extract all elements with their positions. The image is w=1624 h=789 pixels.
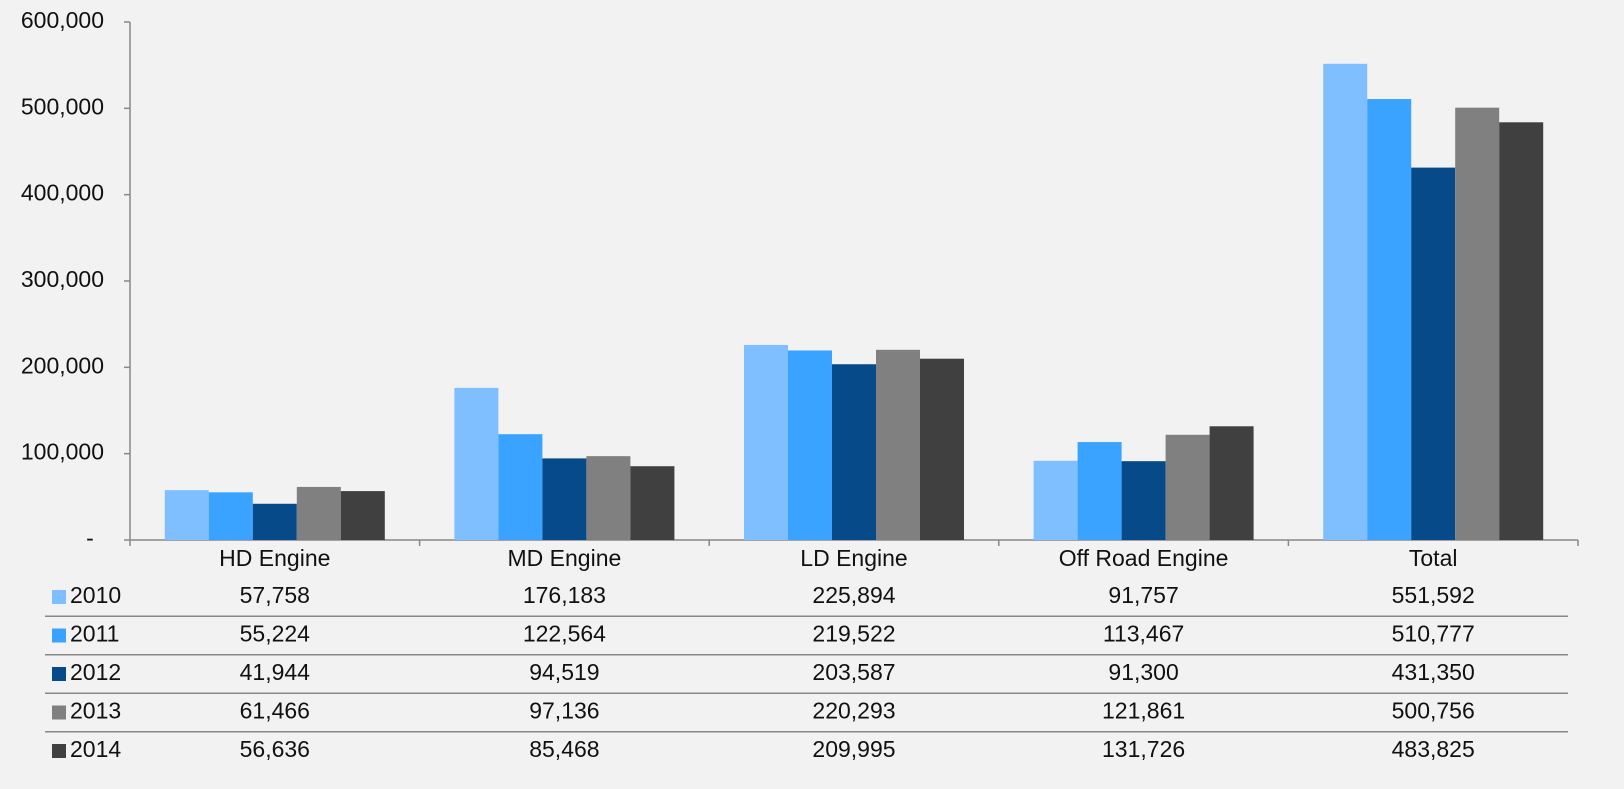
x-tick-label: LD Engine [800,545,907,571]
table-value: 551,592 [1392,582,1475,608]
table-value: 220,293 [812,698,895,724]
table-value: 113,467 [1103,621,1184,647]
table-value: 219,522 [812,621,895,647]
legend-label: 2011 [70,621,119,647]
bar [630,466,675,540]
y-tick-label: 500,000 [21,93,104,119]
bar [340,491,385,540]
table-value: 176,183 [523,582,606,608]
table-value: 41,944 [240,659,311,685]
table-value: 57,758 [240,582,310,608]
legend-label: 2013 [70,698,121,724]
y-tick-label: 400,000 [21,180,104,206]
bar [208,492,253,540]
legend-swatch [52,744,66,758]
table-value: 209,995 [812,736,895,762]
table-value: 500,756 [1392,698,1475,724]
x-tick-label: HD Engine [219,545,330,571]
bar [876,349,920,540]
table-value: 97,136 [529,698,599,724]
table-value: 510,777 [1392,621,1475,647]
bar [744,344,788,540]
bar [1121,461,1166,540]
table-value: 225,894 [812,582,895,608]
legend-label: 2010 [70,582,121,608]
table-value: 55,224 [240,621,311,647]
x-tick-label: MD Engine [508,545,622,571]
bar [454,387,499,540]
bar [1499,122,1544,540]
bar [788,350,832,540]
table-value: 431,350 [1392,659,1475,685]
y-tick-label: 100,000 [21,439,104,465]
legend-swatch [52,705,66,720]
legend-label: 2014 [70,736,121,762]
bar [1323,63,1368,541]
bar [1033,460,1078,540]
table-value: 56,636 [240,736,310,762]
table-value: 122,564 [523,621,606,647]
legend-label: 2012 [70,659,121,685]
x-tick-label: Total [1409,545,1458,571]
bar [296,486,341,540]
bar [1367,99,1412,541]
bar [586,456,631,540]
legend-swatch [52,628,66,643]
legend-swatch [52,667,66,681]
bar [1209,426,1254,540]
y-tick-label: - [86,525,94,551]
bar [252,503,297,540]
table-value: 121,861 [1102,698,1185,724]
y-tick-label: 600,000 [21,7,104,33]
bar [832,364,876,540]
bar [920,358,964,540]
bar [1165,434,1210,540]
bar [164,490,209,540]
table-value: 85,468 [529,736,599,762]
table-value: 483,825 [1392,736,1475,762]
bar [498,434,543,540]
table-value: 94,519 [529,659,599,685]
bar [542,458,587,540]
legend-swatch [52,590,66,604]
table-value: 203,587 [812,659,895,685]
bar [1455,107,1500,540]
table-value: 91,757 [1108,582,1178,608]
bar [1077,442,1122,540]
table-value: 61,466 [240,698,310,724]
table-value: 91,300 [1108,659,1178,685]
bar [1411,167,1456,540]
x-tick-label: Off Road Engine [1059,545,1229,571]
table-value: 131,726 [1102,736,1185,762]
y-tick-label: 200,000 [21,352,104,378]
y-tick-label: 300,000 [21,266,104,292]
